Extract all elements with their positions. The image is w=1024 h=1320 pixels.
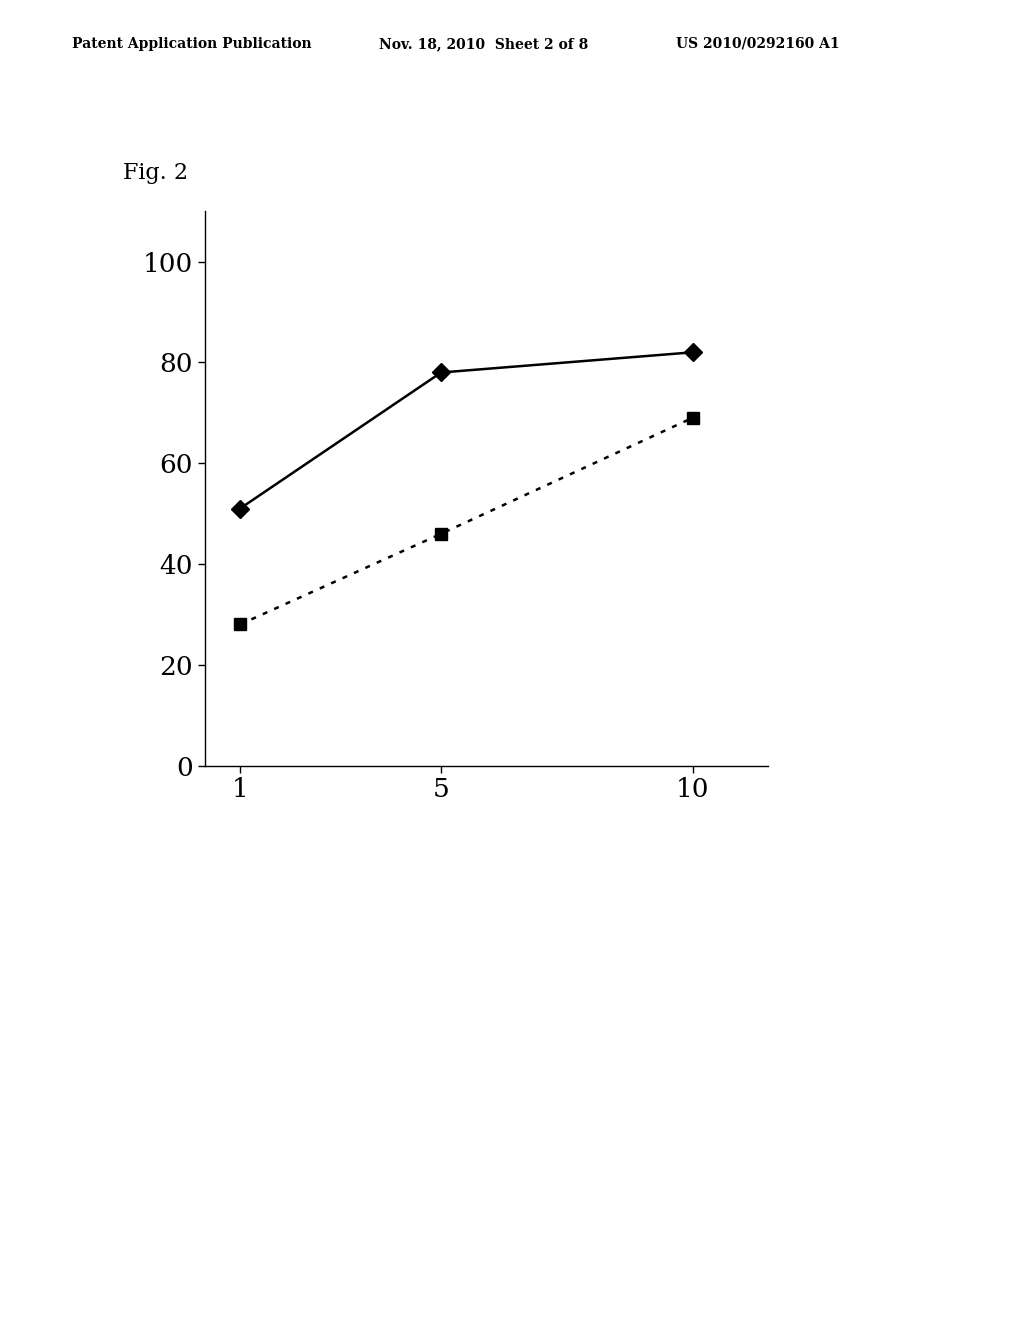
Text: Fig. 2: Fig. 2 — [123, 162, 187, 185]
Text: US 2010/0292160 A1: US 2010/0292160 A1 — [676, 37, 840, 51]
Text: Patent Application Publication: Patent Application Publication — [72, 37, 311, 51]
Text: Nov. 18, 2010  Sheet 2 of 8: Nov. 18, 2010 Sheet 2 of 8 — [379, 37, 588, 51]
